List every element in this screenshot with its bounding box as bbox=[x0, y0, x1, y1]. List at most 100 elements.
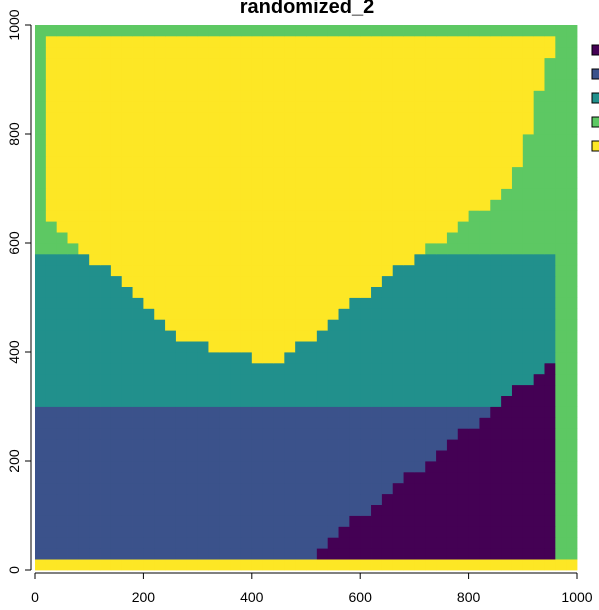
raster-cell bbox=[360, 79, 372, 91]
raster-cell bbox=[208, 308, 220, 320]
raster-cell bbox=[219, 526, 231, 538]
raster-cell bbox=[511, 210, 524, 222]
raster-cell bbox=[436, 352, 448, 364]
raster-cell bbox=[414, 297, 426, 309]
raster-cell bbox=[490, 144, 502, 157]
raster-cell bbox=[78, 101, 90, 113]
raster-cell bbox=[403, 232, 415, 244]
raster-cell bbox=[67, 439, 79, 451]
raster-cell bbox=[327, 46, 339, 59]
raster-cell bbox=[78, 362, 90, 375]
raster-cell bbox=[501, 166, 513, 178]
raster-cell bbox=[522, 275, 535, 287]
raster-cell bbox=[457, 373, 469, 386]
raster-cell bbox=[89, 559, 101, 571]
raster-cell bbox=[143, 428, 155, 440]
raster-cell bbox=[262, 166, 274, 178]
raster-cell bbox=[110, 537, 123, 549]
raster-cell bbox=[273, 221, 285, 233]
raster-cell bbox=[67, 493, 79, 505]
raster-cell bbox=[381, 35, 394, 48]
raster-cell bbox=[219, 79, 231, 91]
raster-cell bbox=[100, 341, 112, 353]
raster-cell bbox=[262, 450, 274, 462]
raster-cell bbox=[175, 439, 188, 451]
raster-cell bbox=[371, 166, 383, 178]
raster-cell bbox=[457, 166, 469, 178]
raster-cell bbox=[533, 537, 545, 549]
raster-cell bbox=[306, 504, 318, 516]
raster-cell bbox=[56, 504, 68, 516]
raster-cell bbox=[45, 439, 58, 451]
raster-cell bbox=[273, 25, 285, 37]
raster-cell bbox=[349, 221, 361, 233]
raster-cell bbox=[403, 199, 415, 211]
raster-cell bbox=[425, 297, 437, 309]
raster-cell bbox=[468, 395, 480, 407]
raster-cell bbox=[457, 330, 469, 342]
raster-cell bbox=[371, 101, 383, 113]
raster-cell bbox=[316, 450, 329, 462]
raster-cell bbox=[89, 297, 101, 309]
raster-cell bbox=[175, 68, 188, 80]
raster-cell bbox=[45, 384, 58, 396]
raster-cell bbox=[121, 417, 133, 429]
raster-cell bbox=[219, 362, 231, 375]
raster-cell bbox=[360, 199, 372, 211]
raster-cell bbox=[110, 373, 123, 386]
raster-cell bbox=[208, 134, 220, 146]
raster-cell bbox=[219, 482, 231, 495]
raster-cell bbox=[295, 308, 307, 320]
raster-cell bbox=[35, 210, 47, 222]
raster-cell bbox=[186, 330, 198, 342]
raster-cell bbox=[316, 395, 329, 407]
raster-cell bbox=[522, 439, 535, 451]
raster-cell bbox=[533, 384, 545, 396]
raster-cell bbox=[338, 275, 350, 287]
raster-cell bbox=[262, 406, 274, 418]
raster-cell bbox=[132, 461, 144, 473]
raster-cell bbox=[544, 123, 556, 135]
raster-cell bbox=[533, 319, 545, 331]
raster-cell bbox=[121, 35, 133, 48]
raster-cell bbox=[490, 253, 502, 266]
raster-cell bbox=[295, 264, 307, 277]
raster-cell bbox=[371, 417, 383, 429]
raster-cell bbox=[436, 417, 448, 429]
raster-cell bbox=[555, 406, 567, 418]
raster-cell bbox=[371, 25, 383, 37]
raster-cell bbox=[110, 471, 123, 484]
raster-cell bbox=[219, 144, 231, 157]
raster-cell bbox=[533, 450, 545, 462]
raster-cell bbox=[35, 199, 47, 211]
raster-cell bbox=[186, 188, 198, 200]
raster-cell bbox=[555, 450, 567, 462]
raster-cell bbox=[414, 373, 426, 386]
raster-cell bbox=[479, 471, 491, 484]
raster-cell bbox=[67, 384, 79, 396]
raster-cell bbox=[490, 526, 502, 538]
raster-cell bbox=[544, 395, 556, 407]
raster-cell bbox=[371, 352, 383, 364]
raster-cell bbox=[110, 275, 123, 287]
raster-cell bbox=[35, 35, 47, 48]
raster-cell bbox=[533, 210, 545, 222]
raster-cell bbox=[251, 25, 264, 37]
raster-cell bbox=[230, 134, 242, 146]
raster-cell bbox=[490, 210, 502, 222]
raster-cell bbox=[316, 537, 329, 549]
raster-cell bbox=[56, 264, 68, 277]
raster-cell bbox=[360, 330, 372, 342]
raster-cell bbox=[479, 504, 491, 516]
raster-cell bbox=[468, 439, 480, 451]
raster-cell bbox=[273, 112, 285, 124]
raster-cell bbox=[316, 243, 329, 255]
raster-cell bbox=[143, 188, 155, 200]
raster-cell bbox=[100, 319, 112, 331]
raster-cell bbox=[154, 548, 166, 560]
raster-cell bbox=[186, 90, 198, 102]
raster-cell bbox=[197, 199, 209, 211]
raster-cell bbox=[446, 46, 459, 59]
raster-cell bbox=[230, 406, 242, 418]
raster-cell bbox=[251, 286, 264, 298]
